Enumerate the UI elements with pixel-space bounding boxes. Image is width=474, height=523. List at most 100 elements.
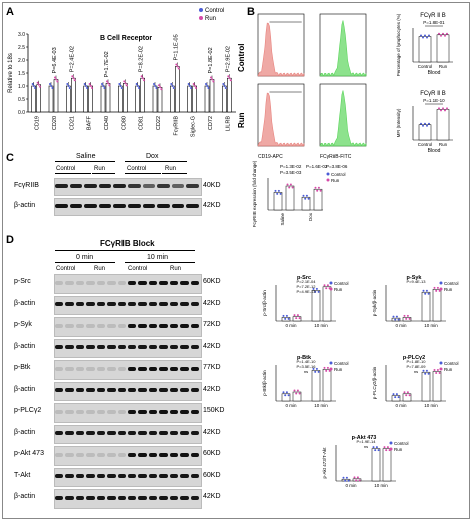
a-point xyxy=(212,80,215,83)
b-bot-point xyxy=(428,122,430,125)
d-band xyxy=(117,409,126,414)
d-chart-p: P=1.8E-10 xyxy=(406,359,426,364)
d-band xyxy=(96,345,106,350)
b-top-p: P=1.8E-01 xyxy=(423,20,445,25)
a-point xyxy=(227,75,230,78)
d-band xyxy=(75,345,85,350)
c-band xyxy=(128,184,141,188)
d-chart-title: p-Btk xyxy=(297,355,312,361)
figure-frame xyxy=(2,2,470,519)
a-point xyxy=(138,87,141,89)
d-chart-p: ns xyxy=(414,369,418,374)
d-band xyxy=(128,280,137,285)
d-legend-dot-run xyxy=(389,447,393,451)
a-bar xyxy=(31,85,36,113)
a-point xyxy=(170,83,173,85)
d-band xyxy=(117,366,126,371)
b-bot-point xyxy=(424,122,426,125)
a-point xyxy=(101,83,103,85)
a-point xyxy=(71,75,74,78)
d-band xyxy=(96,302,106,307)
b-top-point xyxy=(420,34,422,37)
d-band xyxy=(65,388,74,393)
c-band xyxy=(128,204,141,208)
d-band xyxy=(159,366,168,371)
d-legend-control: Control xyxy=(334,281,349,286)
d-band xyxy=(148,495,158,500)
a-bar xyxy=(88,85,93,113)
d-band xyxy=(107,280,116,285)
d-chart-point xyxy=(325,369,328,372)
d-chart-point xyxy=(325,287,328,290)
d-chart-point xyxy=(422,289,425,292)
a-gene-label: CD80 xyxy=(121,116,127,130)
d-band xyxy=(107,474,116,479)
d-band xyxy=(128,495,137,500)
d-chart-bar xyxy=(292,316,302,322)
b-bot-xcat: Run xyxy=(439,142,448,147)
a-point xyxy=(108,84,111,87)
d-chart-point xyxy=(323,366,326,369)
a-point xyxy=(91,87,94,89)
a-point xyxy=(67,85,70,87)
d-band xyxy=(96,323,106,328)
d-legend-dot-run xyxy=(439,287,443,291)
d-row-label: T-Akt xyxy=(14,471,31,479)
d-chart-point xyxy=(427,292,430,295)
c-point xyxy=(279,192,282,195)
b-bot-point xyxy=(420,122,422,125)
d-chart-point xyxy=(315,367,318,370)
a-bar xyxy=(209,79,215,113)
d-band xyxy=(75,280,85,285)
a-ytick-label: 2.0 xyxy=(18,58,25,64)
d-band xyxy=(107,302,116,307)
a-gene-label: CD20 xyxy=(52,116,58,130)
d-chart-point xyxy=(435,289,438,292)
d-chart-point xyxy=(342,476,345,479)
panel-b-flow: FCγR Ⅱ B Percentage of lymphocytes (%) Con… xyxy=(257,13,453,154)
c-band xyxy=(84,204,97,208)
a-point xyxy=(32,85,35,87)
d-chart-point xyxy=(328,369,331,372)
d-band xyxy=(138,452,147,457)
c-band xyxy=(171,184,185,188)
d-chart-point xyxy=(435,371,438,374)
d-legend-control: Control xyxy=(444,281,459,286)
d-band xyxy=(148,388,158,393)
d-band xyxy=(86,388,95,393)
d-band xyxy=(138,474,147,479)
d-chart-p: P=2.1E-04 xyxy=(296,279,316,284)
d-band xyxy=(190,302,199,307)
c-bar xyxy=(285,185,295,211)
d-band xyxy=(117,388,126,393)
d-band xyxy=(180,366,189,371)
d-band xyxy=(86,431,95,436)
a-bar xyxy=(105,83,111,113)
a-point xyxy=(195,87,198,89)
a-point xyxy=(73,79,76,82)
d-band xyxy=(169,495,179,500)
d-band xyxy=(107,323,116,328)
d-chart-point xyxy=(317,290,320,293)
panel-d-title: FCγRⅡB Block xyxy=(100,239,155,248)
d-band xyxy=(96,452,106,457)
c-band xyxy=(171,204,185,208)
d-chart-bar xyxy=(311,290,321,322)
d-band xyxy=(75,323,85,328)
d-kd-label: 60KD xyxy=(203,278,221,285)
a-legend-control-dot xyxy=(199,8,203,12)
panel-b-label: B xyxy=(247,6,255,18)
d-chart-point xyxy=(315,287,318,290)
d-band xyxy=(128,409,137,414)
a-point xyxy=(54,76,56,79)
d-band xyxy=(138,302,147,307)
d-chart-point xyxy=(295,317,298,320)
d-chart-point xyxy=(285,314,288,317)
d-band xyxy=(138,345,147,350)
a-bar xyxy=(204,85,210,113)
a-point xyxy=(154,85,157,87)
d-chart-bar xyxy=(382,448,392,482)
d-band xyxy=(128,452,137,457)
d-band xyxy=(180,431,189,436)
d-chart-point xyxy=(298,317,301,320)
